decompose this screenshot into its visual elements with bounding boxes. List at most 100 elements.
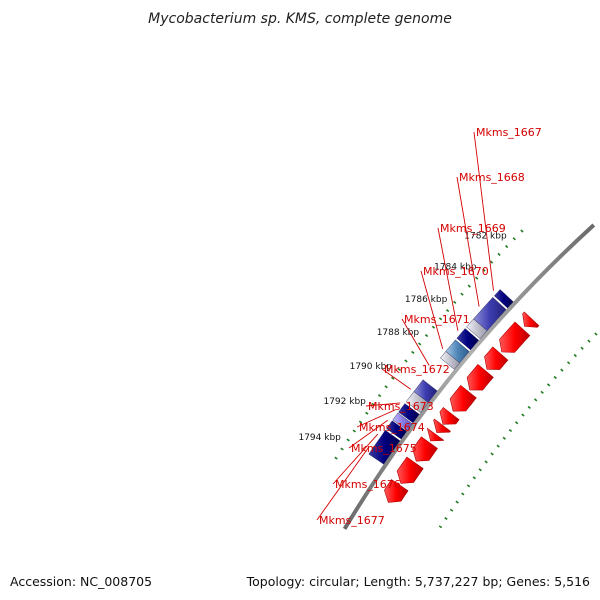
forward-cds-arrow [433,418,451,433]
forward-cds-arrow [466,363,494,391]
tick-mark [521,413,525,417]
gene-label: Mkms_1667 [476,126,542,139]
gene-label-leaders [316,131,494,521]
tick-mark [533,398,538,402]
label-leader-line [420,270,444,350]
kbp-label: 1792 kbp [323,397,366,407]
tick-mark [438,525,443,529]
gene-label: Mkms_1675 [351,442,417,455]
tick-mark [461,492,465,496]
tick-mark [346,438,350,442]
forward-cds-arrow [384,479,409,503]
accession-text: Accession: NC_008705 [10,574,152,589]
label-leader-line [348,419,388,449]
tick-mark [489,260,494,264]
tick-mark [365,411,369,415]
tick-mark [411,350,415,354]
forward-cds-arrow [449,384,477,412]
tick-mark [472,476,476,480]
tick-mark [502,436,506,440]
tick-mark [478,468,482,472]
reverse-feature-block [493,289,514,309]
reverse-feature-block [392,412,413,431]
label-leader-line [401,318,430,366]
reverse-feature-block [466,318,488,340]
tick-mark [384,385,388,389]
tick-mark [540,390,544,394]
kbp-label: 1788 kbp [377,328,420,338]
inner-tick-ring [438,332,598,529]
kbp-label: 1794 kbp [298,433,341,443]
tick-mark [352,429,356,433]
reverse-feature-block [398,403,420,424]
tick-mark [497,252,501,256]
tick-mark [587,339,591,343]
tick-mark [527,405,531,410]
gene-features [368,289,540,503]
gene-label: Mkms_1677 [319,514,385,527]
kbp-scale: 1782 kbp 1784 kbp 1786 kbp 1788 kbp 1790 kbp… [298,231,506,442]
tick-mark [505,244,509,249]
forward-cds-arrow [396,456,424,484]
topology-text: Topology: circular; Length: 5,737,227 bp… [246,574,590,589]
tick-mark [444,517,448,520]
tick-mark [546,383,551,387]
tick-mark [490,452,494,456]
tick-mark [474,276,479,280]
gene-label: Mkms_1670 [423,265,489,278]
forward-cds-arrow [484,346,509,370]
forward-cds-arrow [439,407,460,425]
tick-mark [334,456,338,460]
tick-mark [397,367,401,372]
tick-mark [438,317,443,321]
tick-mark [340,447,344,451]
tick-mark [514,421,519,425]
gene-label: Mkms_1673 [368,400,434,413]
tick-mark [358,420,363,424]
map-title: Mycobacterium sp. KMS, complete genome [148,11,452,27]
gene-labels: Mkms_1667 Mkms_1668 Mkms_1669 Mkms_1670 Mkms… [319,126,542,527]
reverse-feature-block [386,420,408,440]
tick-mark [594,332,598,336]
gene-label: Mkms_1674 [359,421,425,434]
label-leader-line [365,402,401,407]
reverse-feature-block [405,391,429,413]
tick-mark [467,284,471,288]
tick-mark [482,268,486,272]
forward-cds-arrow [522,311,540,328]
forward-cds-arrow [412,436,438,462]
label-leader-line [473,131,494,291]
tick-mark [431,325,436,329]
label-leader-line [437,227,459,331]
tick-mark [466,484,471,488]
tick-mark [424,333,429,338]
kbp-label: 1790 kbp [350,362,393,372]
gene-label: Mkms_1671 [404,313,470,326]
tick-mark [580,346,584,350]
gene-label: Mkms_1669 [440,222,506,235]
label-leader-line [316,448,369,521]
tick-mark [445,308,450,313]
tick-mark [460,292,464,296]
label-leader-line [456,176,480,307]
tick-mark [417,342,422,346]
genome-backbone [342,223,596,530]
kbp-label: 1786 kbp [405,295,448,305]
forward-cds-arrow [427,427,444,442]
label-leader-line [356,409,396,428]
tick-mark [553,375,557,380]
tick-mark [391,376,395,380]
label-leader-line [332,433,379,485]
kbp-label: 1784 kbp [434,263,477,273]
reverse-feature-block [456,328,480,351]
outer-tick-ring [334,229,524,460]
reverse-feature-block [368,429,401,465]
tick-mark [512,237,516,241]
tick-mark [404,359,408,363]
gene-label: Mkms_1668 [459,171,525,184]
kbp-label: 1782 kbp [464,231,507,241]
reverse-feature-block [440,351,461,370]
tick-mark [449,508,454,512]
tick-mark [377,394,382,398]
